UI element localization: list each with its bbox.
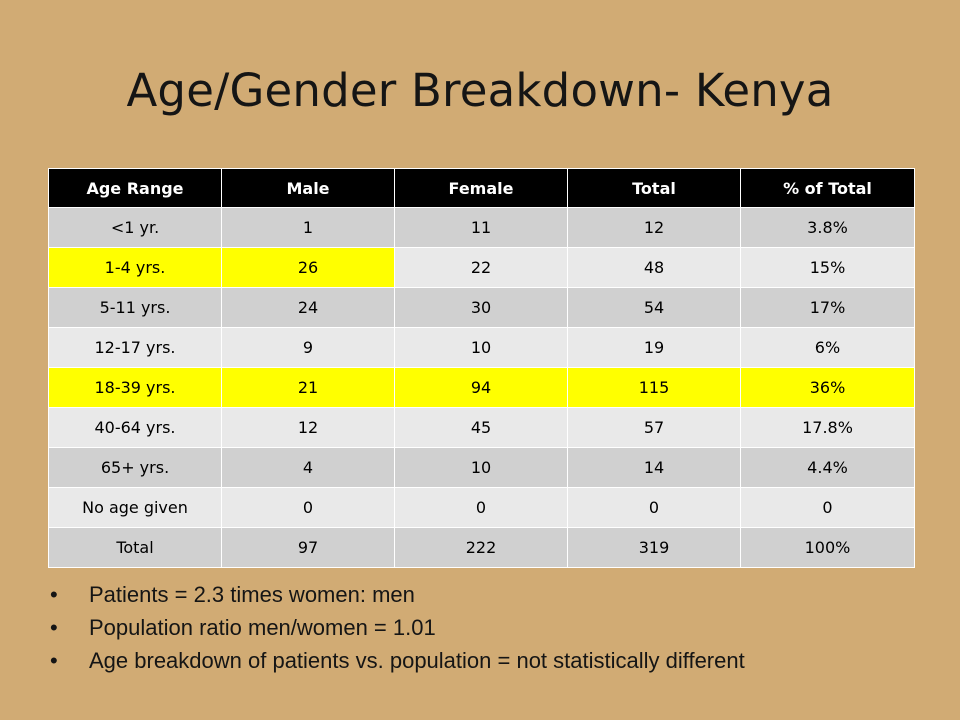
cell-female: 10 (394, 447, 568, 488)
cell-female: 22 (394, 247, 568, 288)
table-row: No age given 0 0 0 0 (48, 487, 915, 528)
cell-percent: 100% (740, 527, 915, 568)
table-total-row: Total 97 222 319 100% (48, 527, 915, 568)
age-gender-table: Age Range Male Female Total % of Total <… (48, 168, 915, 568)
cell-percent: 0 (740, 487, 915, 528)
bullet-marker: • (50, 615, 58, 640)
cell-percent: 36% (740, 367, 915, 408)
header-male: Male (221, 168, 395, 208)
bullet-marker: • (50, 582, 58, 607)
cell-total: 115 (567, 367, 741, 408)
header-female: Female (394, 168, 568, 208)
table-row: 5-11 yrs. 24 30 54 17% (48, 287, 915, 328)
cell-percent: 4.4% (740, 447, 915, 488)
bullet-list: • Patients = 2.3 times women: men • Popu… (50, 578, 745, 677)
cell-male: 12 (221, 407, 395, 448)
cell-total: 54 (567, 287, 741, 328)
cell-age-range: Total (48, 527, 222, 568)
table-row: 40-64 yrs. 12 45 57 17.8% (48, 407, 915, 448)
cell-age-range: <1 yr. (48, 207, 222, 248)
table-row: 65+ yrs. 4 10 14 4.4% (48, 447, 915, 488)
table-row: 12-17 yrs. 9 10 19 6% (48, 327, 915, 368)
cell-male: 26 (221, 247, 395, 288)
cell-male: 4 (221, 447, 395, 488)
bullet-marker: • (50, 648, 58, 673)
cell-male: 97 (221, 527, 395, 568)
cell-percent: 3.8% (740, 207, 915, 248)
bullet-item: • Population ratio men/women = 1.01 (50, 611, 745, 644)
cell-age-range: 12-17 yrs. (48, 327, 222, 368)
cell-female: 0 (394, 487, 568, 528)
table-header-row: Age Range Male Female Total % of Total (48, 168, 915, 208)
cell-total: 14 (567, 447, 741, 488)
cell-total: 57 (567, 407, 741, 448)
table-row: 1-4 yrs. 26 22 48 15% (48, 247, 915, 288)
cell-female: 11 (394, 207, 568, 248)
cell-female: 94 (394, 367, 568, 408)
cell-male: 9 (221, 327, 395, 368)
cell-age-range: 5-11 yrs. (48, 287, 222, 328)
cell-male: 21 (221, 367, 395, 408)
cell-percent: 17% (740, 287, 915, 328)
cell-male: 0 (221, 487, 395, 528)
table-row: 18-39 yrs. 21 94 115 36% (48, 367, 915, 408)
cell-male: 24 (221, 287, 395, 328)
cell-total: 48 (567, 247, 741, 288)
cell-female: 10 (394, 327, 568, 368)
cell-percent: 15% (740, 247, 915, 288)
cell-age-range: 65+ yrs. (48, 447, 222, 488)
bullet-text: Age breakdown of patients vs. population… (89, 648, 745, 673)
header-age-range: Age Range (48, 168, 222, 208)
slide-title: Age/Gender Breakdown- Kenya (126, 64, 834, 117)
cell-age-range: No age given (48, 487, 222, 528)
bullet-item: • Age breakdown of patients vs. populati… (50, 644, 745, 677)
cell-female: 45 (394, 407, 568, 448)
bullet-item: • Patients = 2.3 times women: men (50, 578, 745, 611)
cell-age-range: 40-64 yrs. (48, 407, 222, 448)
cell-total: 19 (567, 327, 741, 368)
cell-female: 222 (394, 527, 568, 568)
cell-male: 1 (221, 207, 395, 248)
cell-percent: 17.8% (740, 407, 915, 448)
cell-total: 0 (567, 487, 741, 528)
cell-total: 319 (567, 527, 741, 568)
bullet-text: Population ratio men/women = 1.01 (89, 615, 436, 640)
header-percent-of-total: % of Total (740, 168, 915, 208)
cell-age-range: 18-39 yrs. (48, 367, 222, 408)
table-row: <1 yr. 1 11 12 3.8% (48, 207, 915, 248)
cell-age-range: 1-4 yrs. (48, 247, 222, 288)
cell-total: 12 (567, 207, 741, 248)
bullet-text: Patients = 2.3 times women: men (89, 582, 415, 607)
cell-female: 30 (394, 287, 568, 328)
cell-percent: 6% (740, 327, 915, 368)
header-total: Total (567, 168, 741, 208)
